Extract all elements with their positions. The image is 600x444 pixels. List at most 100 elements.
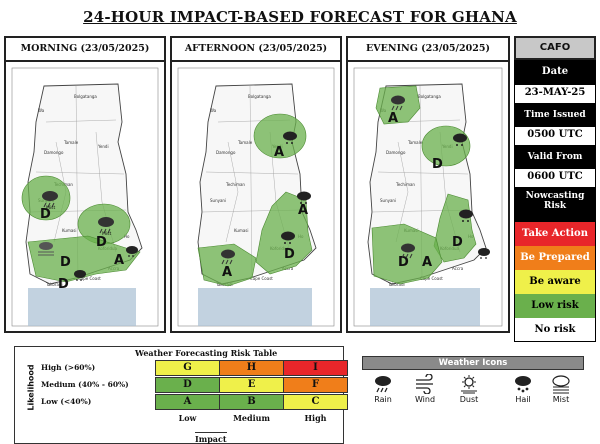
mist-note: Mist [46,205,55,211]
city-label: Tamale [237,140,253,145]
city-label: Cape Coast [250,276,273,281]
risk-cell-g: G [155,360,220,376]
forecast-sidebar: CAFO Date 23-MAY-25 Time Issued 0500 UTC… [514,36,596,348]
panel-evening: EVENING (23/05/2025) Bolgatanga Wa Tamal… [346,36,510,333]
valid-from-label: Valid From [514,146,596,168]
hail-icon [281,231,295,244]
legend-dust: Dust [452,374,486,404]
city-label: Takoradi [45,282,63,287]
city-label: Bolgatanga [74,94,97,99]
risk-no-risk: No risk [514,318,596,342]
risk-cell-f: F [283,377,348,393]
risk-table: Weather Forecasting Risk Table Likelihoo… [14,346,348,444]
city-label: Techiman [225,182,245,187]
rain-icon [401,243,415,259]
risk-be-prepared: Be Prepared [514,246,596,270]
risk-cell-a: A [155,394,220,410]
weather-icons-legend: Weather Icons Rain Wind Dust Hail [362,356,584,412]
risk-table-title: Weather Forecasting Risk Table [135,348,278,358]
risk-cell-c: C [283,394,348,410]
nowcasting-risk-label: Nowcasting Risk [514,188,596,222]
legend-wind-label: Wind [414,395,436,404]
panel-morning-header: MORNING (23/05/2025) [6,38,164,62]
city-label: Tamale [407,140,423,145]
city-label: Kumasi [62,228,77,233]
dust-icon [461,375,477,394]
city-label: Damongo [44,150,64,155]
rain-icon [221,249,235,265]
city-label: Tamale [63,140,79,145]
city-label: Sunyani [380,198,396,203]
row-label-low: Low (<40%) [41,397,92,406]
mist-icon [38,242,54,256]
zone-label: D [40,207,51,222]
col-label-low: Low [178,413,197,423]
risk-cell-d: D [155,377,220,393]
zone-label: D [96,235,107,250]
zone-label: D [60,255,71,270]
zone-label: D [284,247,295,262]
hail-icon [453,133,467,146]
city-label: Kumasi [234,228,249,233]
legend-hail: Hail [506,374,540,404]
map-evening: Bolgatanga Wa Tamale Yendi Damongo Sunya… [348,62,508,331]
zone-label: A [298,203,308,218]
city-label: Accra [452,266,464,271]
valid-from-value: 0600 UTC [514,168,596,188]
zone-label: A [114,253,124,268]
time-issued-value: 0500 UTC [514,126,596,146]
legend-mist-label: Mist [552,395,570,404]
impact-label: Impact [195,432,227,444]
city-label: Ho [124,234,130,239]
row-label-medium: Medium (40% - 60%) [41,380,129,389]
legend-rain-label: Rain [374,395,392,404]
city-label: Damongo [216,150,236,155]
risk-cell-e: E [219,377,284,393]
map-afternoon: Bolgatanga Wa Tamale Yendi Damongo Sunya… [172,62,340,331]
panel-morning: MORNING (23/05/2025) Bolgatanga Wa Tamal… [4,36,166,333]
date-value: 23-MAY-25 [514,84,596,104]
city-label: Cape Coast [78,276,101,281]
panel-afternoon-header: AFTERNOON (23/05/2025) [172,38,340,62]
hail-icon [297,191,311,204]
weather-icons-title: Weather Icons [362,356,584,370]
city-label: Takoradi [387,282,405,287]
panel-afternoon: AFTERNOON (23/05/2025) Bolgatanga Wa Tam… [170,36,342,333]
rain-icon [391,95,405,111]
legend-wind: Wind [408,374,442,404]
hail-icon [459,209,473,222]
risk-cell-i: I [283,360,348,376]
agency-label: CAFO [514,36,596,60]
city-label: Cape Coast [420,276,443,281]
risk-low-risk: Low risk [514,294,596,318]
date-label: Date [514,60,596,84]
city-label: Bolgatanga [418,94,441,99]
zone-label: A [388,111,398,126]
city-label: Wa [210,108,217,113]
city-label: Damongo [386,150,406,155]
mist-icon [552,375,570,394]
rain-icon [42,191,58,208]
zone-label: A [222,265,232,280]
panel-evening-header: EVENING (23/05/2025) [348,38,508,62]
zone-label: D [398,255,409,270]
zone-label: D [432,157,443,172]
city-label: Sunyani [210,198,226,203]
page-title: 24-HOUR IMPACT-BASED FORECAST FOR GHANA [83,8,517,26]
hail-icon [283,131,297,144]
hail-icon [74,270,86,281]
risk-take-action: Take Action [514,222,596,246]
hail-icon [478,248,490,259]
legend-hail-label: Hail [515,395,531,404]
row-label-high: High (>60%) [41,363,96,372]
time-issued-label: Time Issued [514,104,596,126]
legend-mist: Mist [544,374,578,404]
city-label: Yendi [97,144,109,149]
map-morning: Bolgatanga Wa Tamale Yendi Damongo Sunya… [6,62,164,331]
zone-label: D [58,277,69,292]
risk-be-aware: Be aware [514,270,596,294]
zone-label: A [274,145,284,160]
city-label: Techiman [395,182,415,187]
legend-rain: Rain [366,374,400,404]
likelihood-axis: Likelihood [23,361,37,417]
